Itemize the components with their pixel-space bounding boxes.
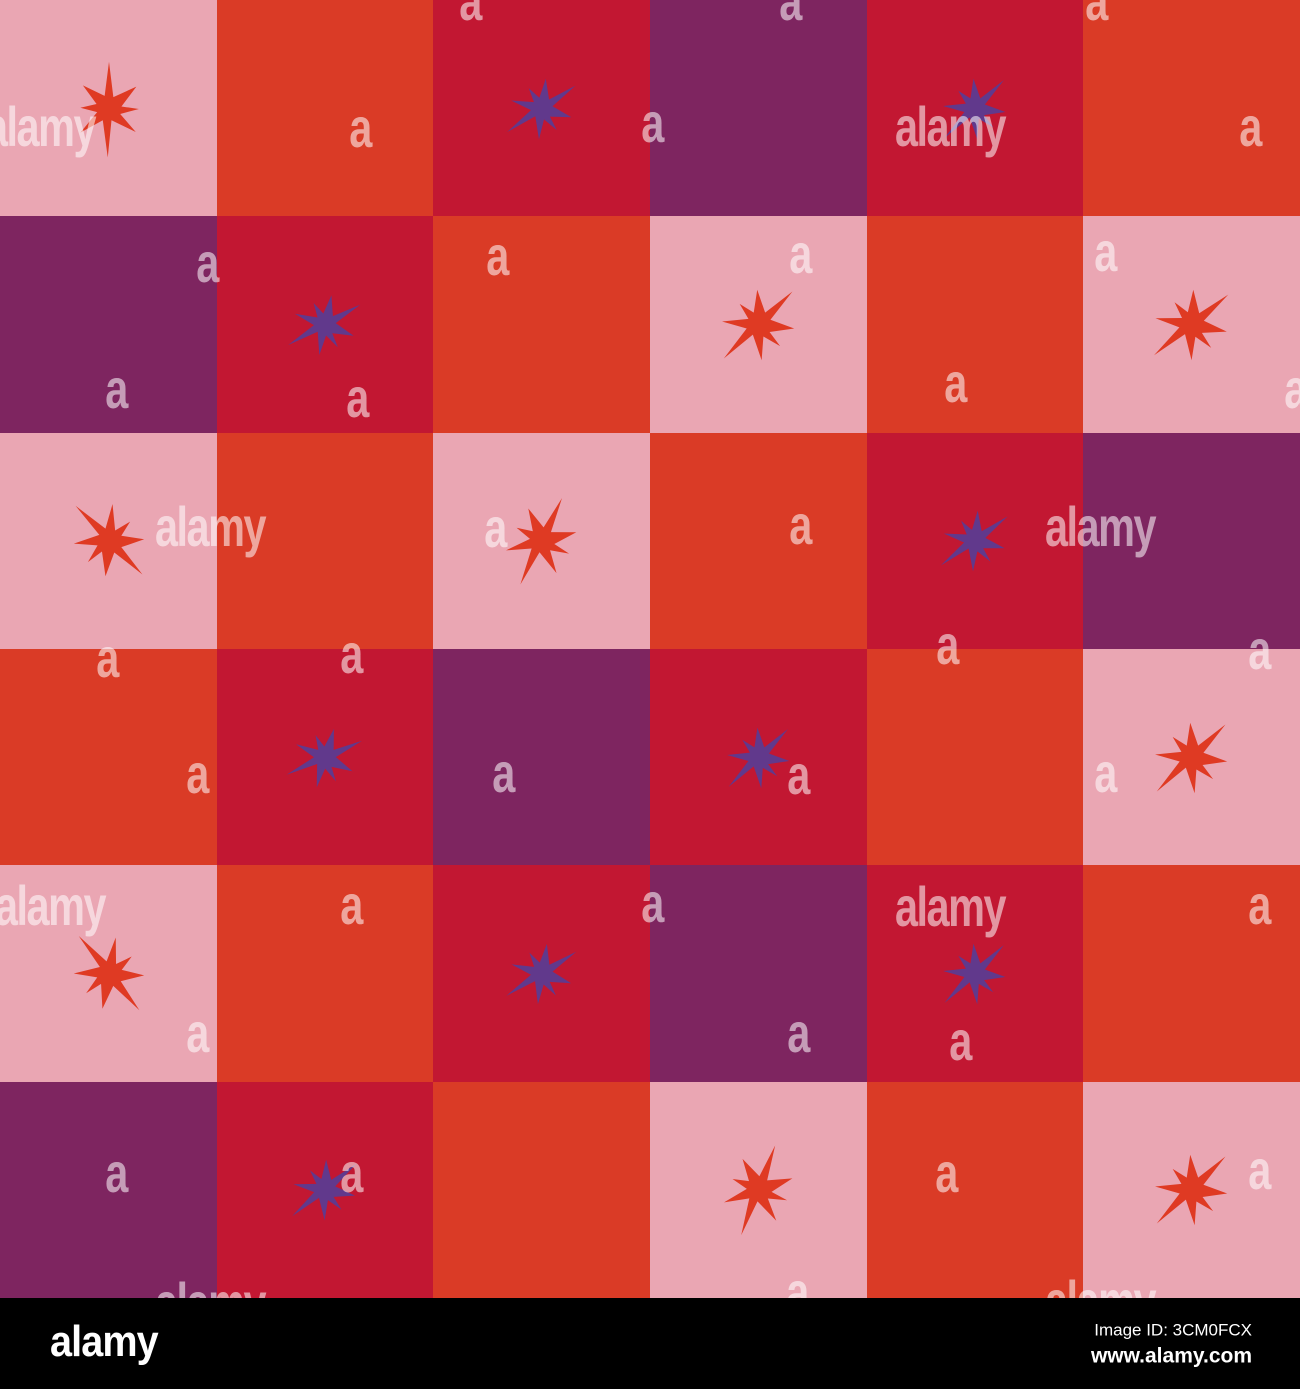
pattern-cell — [216, 649, 435, 867]
pattern-cell — [866, 649, 1085, 867]
pattern-cell — [866, 1081, 1085, 1298]
starburst-icon — [80, 61, 139, 158]
pattern-cell — [433, 216, 651, 434]
pattern-cell — [1083, 865, 1300, 1083]
pattern-cell — [866, 432, 1085, 650]
pattern-cell — [216, 432, 435, 650]
pattern-cell — [650, 0, 868, 218]
starburst-icon — [943, 943, 1006, 1005]
pattern-cell — [866, 0, 1085, 218]
pattern-cell — [650, 649, 868, 867]
alamy-url-text: www.alamy.com — [1090, 1344, 1252, 1367]
starburst-icon — [506, 498, 577, 585]
pattern-cell — [433, 649, 651, 867]
pattern-cell — [866, 216, 1085, 434]
pattern-cell — [0, 432, 218, 650]
footer-info: Image ID: 3CM0FCX www.alamy.com — [1091, 1321, 1252, 1366]
pattern-cell — [1083, 432, 1300, 650]
pattern-cell — [216, 216, 435, 434]
pattern-cell — [216, 0, 435, 218]
pattern-cell — [1083, 1081, 1300, 1298]
pattern-cell — [216, 1081, 435, 1298]
pattern-cell — [0, 1081, 218, 1298]
starburst-icon — [1155, 722, 1228, 793]
pattern-cell — [650, 865, 868, 1083]
pattern-cell — [650, 216, 868, 434]
pattern-cell — [433, 1081, 651, 1298]
starburst-icon — [1154, 289, 1229, 361]
pattern-cell — [433, 0, 651, 218]
pattern-cell — [650, 432, 868, 650]
starburst-icon — [73, 935, 144, 1011]
pattern-cell — [0, 649, 218, 867]
starburst-icon — [726, 727, 790, 788]
starburst-icon — [288, 295, 361, 355]
pattern-cell — [216, 865, 435, 1083]
pattern-cell — [433, 865, 651, 1083]
pattern-cell — [0, 865, 218, 1083]
pattern-cell — [1083, 649, 1300, 867]
pattern-cell — [650, 1081, 868, 1298]
starburst-icon — [73, 504, 144, 577]
pattern-cell — [866, 865, 1085, 1083]
starburst-icon — [943, 78, 1006, 139]
gingham-star-pattern: alamyalamyalamyalamyalamyalamyalamyalamy… — [0, 0, 1300, 1298]
pattern-cell — [0, 216, 218, 434]
alamy-logo: alamy — [50, 1316, 159, 1366]
image-id-text: Image ID: 3CM0FCX — [1094, 1320, 1252, 1339]
pattern-cell — [433, 432, 651, 650]
starburst-icon — [721, 289, 794, 361]
starburst-icon — [506, 943, 577, 1005]
starburst-icon — [292, 1159, 357, 1221]
starburst-icon — [1155, 1154, 1228, 1226]
pattern-cell — [0, 0, 218, 218]
pattern-cell — [1083, 216, 1300, 434]
alamy-footer-bar: alamy Image ID: 3CM0FCX www.alamy.com — [0, 1298, 1300, 1389]
pattern-cell — [1083, 0, 1300, 218]
starburst-icon — [941, 510, 1008, 572]
starburst-icon — [286, 728, 363, 787]
starburst-icon — [507, 78, 576, 139]
starburst-icon — [723, 1145, 793, 1236]
